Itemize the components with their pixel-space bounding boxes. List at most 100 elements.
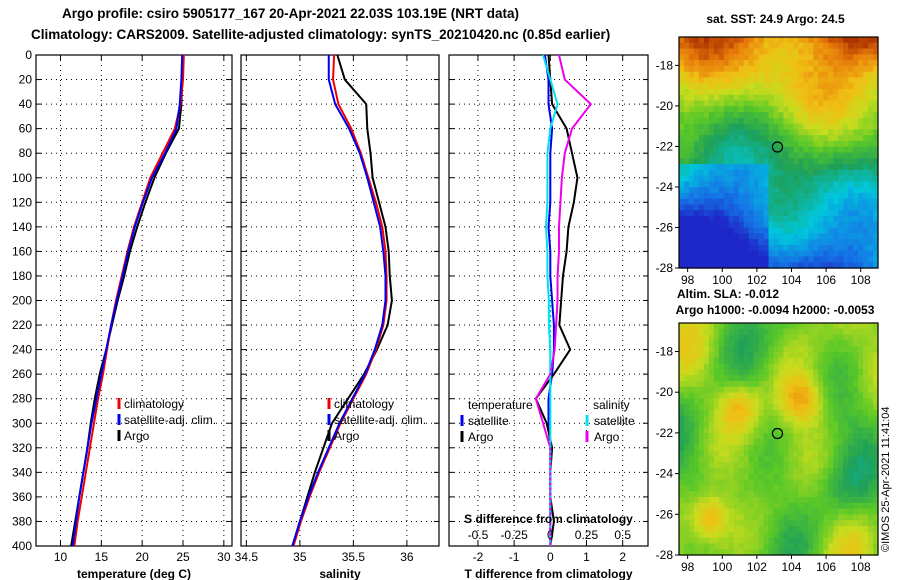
heatmap-cell — [768, 526, 775, 533]
heatmap-cell — [788, 340, 795, 347]
heatmap-cell — [738, 381, 745, 388]
heatmap-cell — [803, 106, 809, 113]
heatmap-cell — [698, 473, 705, 481]
heatmap-cell — [843, 100, 849, 107]
heatmap-cell — [818, 262, 824, 269]
heatmap-cell — [738, 410, 745, 417]
heatmap-cell — [868, 421, 874, 428]
heatmap-cell — [778, 375, 785, 382]
heatmap-cell — [803, 468, 809, 475]
heatmap-cell — [743, 164, 750, 171]
heatmap-cell — [743, 439, 750, 446]
heatmap-cell — [848, 158, 854, 165]
heatmap-cell — [723, 216, 730, 223]
heatmap-cell — [748, 473, 755, 481]
heatmap-cell — [858, 328, 864, 336]
heatmap-cell — [728, 117, 735, 125]
heatmap-cell — [708, 410, 715, 417]
heatmap-cell — [783, 485, 790, 492]
heatmap-cell — [778, 129, 785, 136]
heatmap-cell — [703, 152, 710, 159]
heatmap-cell — [693, 169, 700, 177]
heatmap-cell — [748, 250, 755, 258]
heatmap-cell — [768, 497, 775, 504]
heatmap-cell — [833, 129, 839, 136]
heatmap-cell — [738, 129, 745, 136]
heatmap-cell — [858, 152, 864, 159]
heatmap-cell — [703, 375, 710, 382]
heatmap-cell — [828, 169, 834, 177]
heatmap-cell — [733, 42, 740, 50]
heatmap-cell — [848, 192, 854, 200]
heatmap-cell — [823, 146, 829, 154]
heatmap-cell — [698, 450, 705, 457]
heatmap-cell — [728, 456, 735, 463]
heatmap-cell — [708, 450, 715, 457]
heatmap-cell — [813, 37, 819, 44]
heatmap-cell — [693, 244, 700, 252]
heatmap-cell — [778, 181, 785, 188]
heatmap-cell — [688, 526, 695, 533]
heatmap-cell — [753, 164, 760, 171]
heatmap-cell — [748, 508, 755, 515]
heatmap-cell — [863, 77, 869, 84]
heatmap-cell — [693, 71, 700, 79]
heatmap-cell — [868, 433, 874, 440]
heatmap-cell — [693, 357, 700, 365]
heatmap-cell — [863, 88, 869, 96]
heatmap-cell — [758, 256, 765, 263]
heatmap-cell — [738, 210, 745, 217]
heatmap-cell — [818, 514, 824, 521]
heatmap-cell — [768, 48, 775, 55]
heatmap-cell — [793, 398, 799, 405]
heatmap-cell — [848, 462, 854, 469]
heatmap-cell — [858, 439, 864, 446]
heatmap-cell — [838, 328, 844, 336]
heatmap-cell — [853, 427, 859, 434]
heatmap-cell — [758, 83, 765, 90]
heatmap-cell — [753, 508, 760, 515]
heatmap-cell — [803, 479, 809, 486]
heatmap-cell — [818, 198, 824, 206]
heatmap-cell — [718, 433, 725, 440]
heatmap-cell — [688, 520, 695, 527]
heatmap-cell — [798, 117, 804, 125]
heatmap-cell — [763, 129, 770, 136]
heatmap-cell — [798, 502, 804, 510]
heatmap-cell — [679, 473, 685, 481]
heatmap-cell — [838, 83, 844, 90]
heatmap-cell — [783, 123, 790, 131]
heatmap-cell — [693, 398, 700, 405]
heatmap-cell — [773, 526, 780, 533]
heatmap-cell — [738, 491, 745, 498]
heatmap-cell — [798, 357, 804, 365]
heatmap-cell — [863, 381, 869, 388]
heatmap-cell — [778, 468, 785, 475]
y-tick-label: -26 — [656, 220, 674, 234]
heatmap-cell — [713, 233, 720, 240]
heatmap-cell — [679, 323, 685, 330]
heatmap-cell — [748, 404, 755, 411]
heatmap-cell — [848, 404, 854, 411]
heatmap-cell — [823, 485, 829, 492]
heatmap-cell — [733, 392, 740, 399]
heatmap-cell — [713, 221, 720, 229]
temperature-panel: 10 15 20 25 30020406080100120140160180200220… — [12, 48, 233, 580]
heatmap-cell — [713, 83, 720, 90]
heatmap-cell — [813, 216, 819, 223]
heatmap-cell — [823, 375, 829, 382]
heatmap-cell — [698, 169, 705, 177]
heatmap-cell — [793, 164, 799, 171]
heatmap-cell — [778, 537, 785, 544]
heatmap-cell — [703, 415, 710, 423]
heatmap-cell — [788, 375, 795, 382]
heatmap-cell — [688, 204, 695, 211]
heatmap-cell — [778, 48, 785, 55]
heatmap-cell — [748, 381, 755, 388]
heatmap-cell — [788, 60, 795, 67]
heatmap-cell — [873, 473, 879, 481]
heatmap-cell — [823, 328, 829, 336]
heatmap-cell — [748, 187, 755, 194]
heatmap-cell — [808, 485, 814, 492]
heatmap-cell — [743, 479, 750, 486]
